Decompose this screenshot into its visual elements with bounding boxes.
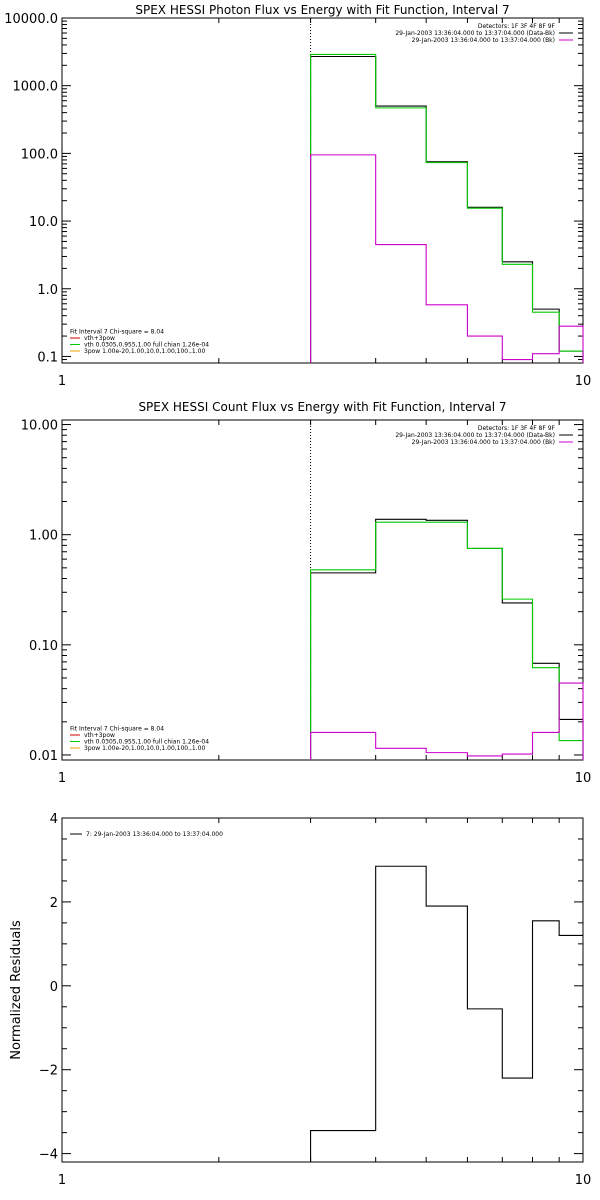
chart1-legend-top-line: 29-Jan-2003 13:36:04.000 to 13:37:04.000… (412, 37, 555, 44)
chart1-ytick-label: 100.0 (21, 147, 58, 162)
chart3-ytick-label: 2 (50, 896, 58, 911)
chart1-title: SPEX HESSI Photon Flux vs Energy with Fi… (135, 3, 509, 17)
chart2-legend-top-line: 29-Jan-2003 13:36:04.000 to 13:37:04.000… (395, 432, 555, 439)
chart3-series-0 (310, 865, 583, 1162)
chart1-legend-top-line: 29-Jan-2003 13:36:04.000 to 13:37:04.000… (395, 30, 555, 37)
chart3-ytick-label: 0 (50, 980, 58, 995)
chart2-series-0 (310, 518, 584, 760)
chart1-ytick-label: 0.1 (37, 350, 58, 365)
chart1: SPEX HESSI Photon Flux vs Energy with Fi… (4, 3, 591, 389)
chart2-legend-bottom-line: 3pow 1.00e-20,1.00,10.0,1.00,100.,1.00 (84, 745, 205, 752)
chart2-legend-bottom-line: vth+3pow (84, 732, 115, 739)
chart3-frame (61, 817, 584, 1163)
chart1-series-0 (310, 55, 584, 363)
chart2-ytick-label: 1.00 (29, 529, 58, 544)
chart1-legend-bottom-line: vth+3pow (84, 335, 115, 342)
chart1-xtick-label: 10 (575, 374, 592, 389)
chart3-ytick-label: −2 (39, 1064, 58, 1079)
chart2: SPEX HESSI Count Flux vs Energy with Fit… (21, 400, 591, 786)
chart1-series-2 (310, 154, 584, 363)
chart1-ytick-label: 1.0 (37, 283, 58, 298)
chart2-ytick-label: 0.10 (29, 639, 58, 654)
chart3: 1 10 −4 −2 0 2 4 Normalized Residuals 7: 29-Jan-… (9, 812, 591, 1188)
chart2-series-1 (310, 521, 584, 760)
chart1-frame (61, 17, 584, 364)
chart1-legend-bottom-line: Fit Interval 7 Chi-square = 8.04 (70, 329, 164, 336)
chart3-legend-line: 7: 29-Jan-2003 13:36:04.000 to 13:37:04.… (86, 831, 223, 838)
chart1-legend-bottom-line: vth 0.0305,0.955,1.00 full chian 1.26e-0… (84, 342, 209, 349)
chart1-xtick-label: 1 (58, 374, 66, 389)
chart2-legend-top-line: Detectors: 1F 3F 4F 8F 9F (478, 425, 556, 432)
chart1-legend-bottom-line: 3pow 1.00e-20,1.00,10.0,1.00,100.,1.00 (84, 348, 205, 355)
chart2-xtick-label: 10 (575, 771, 592, 786)
chart3-ytick-label: 4 (50, 812, 58, 827)
chart2-series-2 (310, 682, 584, 760)
chart1-ytick-label: 10.0 (29, 215, 58, 230)
chart2-legend-bottom-line: Fit Interval 7 Chi-square = 8.04 (70, 726, 164, 733)
chart1-ytick-label: 10000.0 (4, 12, 58, 27)
chart3-xtick-label: 10 (575, 1173, 592, 1188)
chart2-xtick-label: 1 (58, 771, 66, 786)
chart2-legend-bottom-line: vth 0.0305,0.955,1.00 full chian 1.26e-0… (84, 739, 209, 746)
chart3-ylabel: Normalized Residuals (9, 920, 24, 1060)
chart1-series-1 (310, 53, 584, 363)
chart3-xtick-label: 1 (58, 1173, 66, 1188)
chart2-title: SPEX HESSI Count Flux vs Energy with Fit… (138, 400, 506, 414)
chart2-legend-top-line: 29-Jan-2003 13:36:04.000 to 13:37:04.000… (412, 439, 555, 446)
chart1-legend-top-line: Detectors: 1F 3F 4F 8F 9F (478, 23, 556, 30)
chart1-ytick-label: 1000.0 (13, 80, 59, 95)
chart2-ytick-label: 0.01 (29, 749, 58, 764)
chart3-ytick-label: −4 (39, 1148, 58, 1163)
chart2-frame (61, 419, 584, 761)
chart2-ytick-label: 10.00 (21, 419, 58, 434)
